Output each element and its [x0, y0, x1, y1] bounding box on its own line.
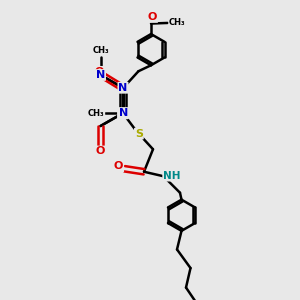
Text: O: O — [96, 146, 105, 157]
Text: O: O — [95, 67, 104, 77]
Text: CH₃: CH₃ — [169, 19, 186, 28]
Text: S: S — [135, 129, 143, 139]
Text: N: N — [118, 108, 127, 118]
Text: N: N — [118, 83, 127, 93]
Text: N: N — [96, 70, 105, 80]
Text: N: N — [119, 108, 128, 118]
Text: CH₃: CH₃ — [88, 109, 104, 118]
Text: CH₃: CH₃ — [92, 46, 109, 55]
Text: NH: NH — [163, 171, 181, 181]
Text: O: O — [114, 161, 123, 171]
Text: O: O — [148, 12, 157, 22]
